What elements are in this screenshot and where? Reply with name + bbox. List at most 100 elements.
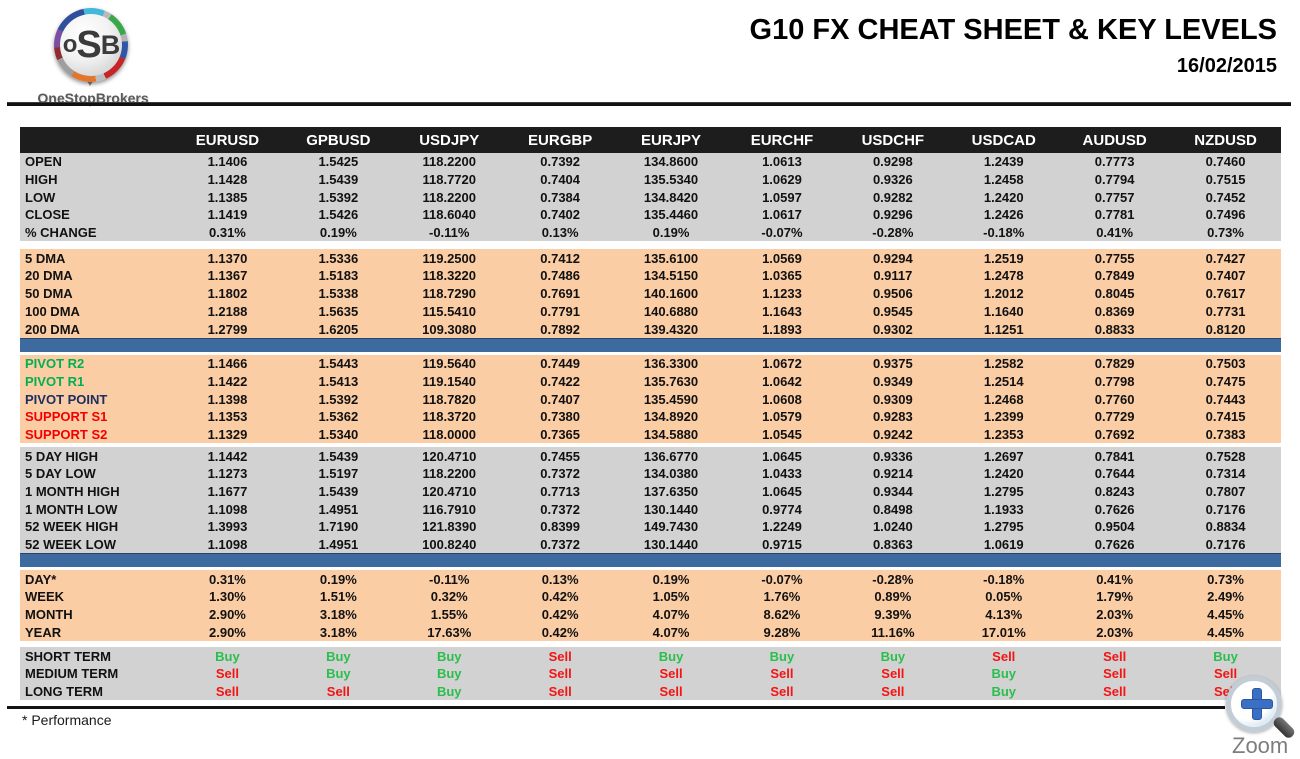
value-cell-gpbusd: 1.5197 (318, 466, 359, 482)
value-cell-gpbusd: 1.5362 (318, 409, 359, 425)
value-cell-nzdusd: 0.7731 (1205, 303, 1246, 319)
value-cell-eurusd: 1.1428 (207, 172, 248, 188)
value-cell-eurchf: 1.0645 (762, 448, 802, 464)
column-header-usdcad: USDCAD (971, 131, 1036, 149)
table-row-year: YEAR 2.90% 3.18% 17.63% 0.42% 4.07% 9.28% 11.16… (20, 624, 1281, 642)
value-cell-eurgbp: 0.8399 (540, 519, 581, 535)
value-cell-eurgbp: 0.7372 (540, 501, 581, 517)
table-header-row: EURUSD GPBUSD USDJPY EURGBP EURJPY EURCHF USDC… (20, 127, 1281, 153)
section-divider-bar (20, 337, 1281, 352)
value-cell-eurusd: 2.90% (209, 607, 246, 623)
value-cell-audusd: 0.7757 (1094, 189, 1135, 205)
value-cell-eurusd: 1.2188 (207, 303, 248, 319)
value-cell-audusd: Sell (1103, 666, 1127, 682)
value-cell-audusd: 0.8243 (1094, 484, 1135, 500)
row-label: MEDIUM TERM (25, 666, 119, 682)
table-row-low: LOW 1.1385 1.5392 118.2200 0.7384 134.8420 1.0… (20, 188, 1281, 206)
value-cell-audusd: 0.7644 (1094, 466, 1135, 482)
value-cell-eurusd: 1.1466 (207, 356, 248, 372)
value-cell-gpbusd: 1.5338 (318, 286, 359, 302)
fx-levels-table: EURUSD GPBUSD USDJPY EURGBP EURJPY EURCHF USDC… (20, 127, 1281, 701)
value-cell-gpbusd: 1.5426 (318, 207, 359, 223)
value-cell-eurusd: 1.1398 (207, 391, 248, 407)
value-cell-audusd: 0.7729 (1094, 409, 1135, 425)
value-cell-usdcad: 0.05% (985, 589, 1023, 605)
value-cell-nzdusd: 0.7452 (1205, 189, 1246, 205)
value-cell-eurchf: 1.0433 (762, 466, 802, 482)
value-cell-nzdusd: 0.7515 (1205, 172, 1246, 188)
value-cell-eurgbp: 0.42% (541, 589, 579, 605)
section-gap (20, 641, 1281, 648)
value-cell-eurgbp: 0.7407 (540, 391, 581, 407)
value-cell-gpbusd: 1.5340 (318, 426, 359, 442)
value-cell-eurchf: 0.9774 (762, 501, 802, 517)
value-cell-eurusd: 1.1419 (207, 207, 248, 223)
value-cell-audusd: 0.41% (1096, 571, 1134, 587)
value-cell-audusd: 0.7841 (1094, 448, 1135, 464)
value-cell-eurgbp: 0.7691 (540, 286, 581, 302)
value-cell-eurchf: Sell (770, 683, 794, 699)
value-cell-eurusd: 2.90% (209, 624, 246, 640)
value-cell-usdcad: -0.18% (983, 571, 1025, 587)
column-header-eurjpy: EURJPY (641, 131, 702, 149)
value-cell-eurgbp: 0.7713 (540, 484, 581, 500)
column-header-usdchf: USDCHF (861, 131, 925, 149)
value-cell-eurjpy: 134.5150 (643, 268, 699, 284)
value-cell-eurjpy: 0.19% (652, 571, 690, 587)
value-cell-usdchf: 0.9375 (872, 356, 913, 372)
value-cell-usdcad: 1.1640 (983, 303, 1024, 319)
value-cell-usdcad: Sell (992, 648, 1016, 664)
logo-letter-s: S (76, 23, 101, 66)
value-cell-nzdusd: 0.7443 (1205, 391, 1246, 407)
table-row-support-s1: SUPPORT S1 1.1353 1.5362 118.3720 0.7380 134.… (20, 408, 1281, 426)
value-cell-eurgbp: 0.7384 (540, 189, 581, 205)
value-cell-eurgbp: 0.7372 (540, 466, 581, 482)
value-cell-gpbusd: 1.5439 (318, 484, 359, 500)
value-cell-nzdusd: 0.7475 (1205, 373, 1246, 389)
row-label: HIGH (25, 172, 58, 188)
table-row-5-dma: 5 DMA 1.1370 1.5336 119.2500 0.7412 135.6100 1… (20, 249, 1281, 267)
value-cell-eurjpy: 136.6770 (643, 448, 699, 464)
column-header-usdjpy: USDJPY (419, 131, 480, 149)
value-cell-eurusd: 1.1677 (207, 484, 248, 500)
value-cell-eurgbp: 0.7392 (540, 154, 581, 170)
value-cell-usdcad: 1.1251 (983, 321, 1024, 337)
value-cell-usdchf: Buy (880, 648, 906, 664)
row-label: MONTH (25, 607, 73, 623)
value-cell-eurchf: 1.0617 (762, 207, 802, 223)
value-cell-eurchf: 1.1643 (762, 303, 802, 319)
value-cell-eurusd: 1.1422 (207, 373, 248, 389)
value-cell-eurjpy: 130.1440 (643, 537, 699, 553)
value-cell-audusd: 0.8369 (1094, 303, 1135, 319)
value-cell-usdchf: 0.9283 (872, 409, 913, 425)
value-cell-nzdusd: Buy (1213, 648, 1238, 664)
value-cell-usdcad: 1.2795 (983, 519, 1024, 535)
value-cell-usdcad: 17.01% (981, 624, 1026, 640)
value-cell-usdjpy: 109.3080 (422, 321, 477, 337)
table-row-5-day-high: 5 DAY HIGH 1.1442 1.5439 120.4710 0.7455 136.… (20, 447, 1281, 465)
value-cell-usdcad: 1.2795 (983, 484, 1024, 500)
value-cell-eurchf: 1.0597 (762, 189, 802, 205)
value-cell-nzdusd: Sell (1213, 666, 1238, 682)
zoom-control[interactable]: Zoom (1224, 676, 1297, 758)
row-label: 5 DAY LOW (25, 466, 96, 482)
value-cell-eurjpy: 134.8420 (643, 189, 699, 205)
value-cell-eurusd: 1.1370 (207, 250, 248, 266)
value-cell-eurjpy: 139.4320 (643, 321, 699, 337)
value-cell-eurjpy: 135.5340 (643, 172, 699, 188)
table-row-week: WEEK 1.30% 1.51% 0.32% 0.42% 1.05% 1.76% 0.89% 0… (20, 588, 1281, 606)
value-cell-eurjpy: 134.0380 (643, 466, 699, 482)
value-cell-usdcad: 1.2458 (983, 172, 1024, 188)
value-cell-usdjpy: 119.5640 (422, 356, 476, 372)
value-cell-eurusd: Sell (215, 683, 239, 699)
value-cell-usdchf: 0.9296 (872, 207, 913, 223)
value-cell-eurusd: 1.3993 (207, 519, 248, 535)
value-cell-eurjpy: 134.5880 (643, 426, 699, 442)
value-cell-usdcad: 1.2439 (983, 154, 1024, 170)
value-cell-eurjpy: 135.7630 (643, 373, 699, 389)
value-cell-gpbusd: 1.5635 (318, 303, 359, 319)
value-cell-usdchf: -0.28% (872, 225, 914, 241)
value-cell-nzdusd: 0.7807 (1205, 484, 1246, 500)
